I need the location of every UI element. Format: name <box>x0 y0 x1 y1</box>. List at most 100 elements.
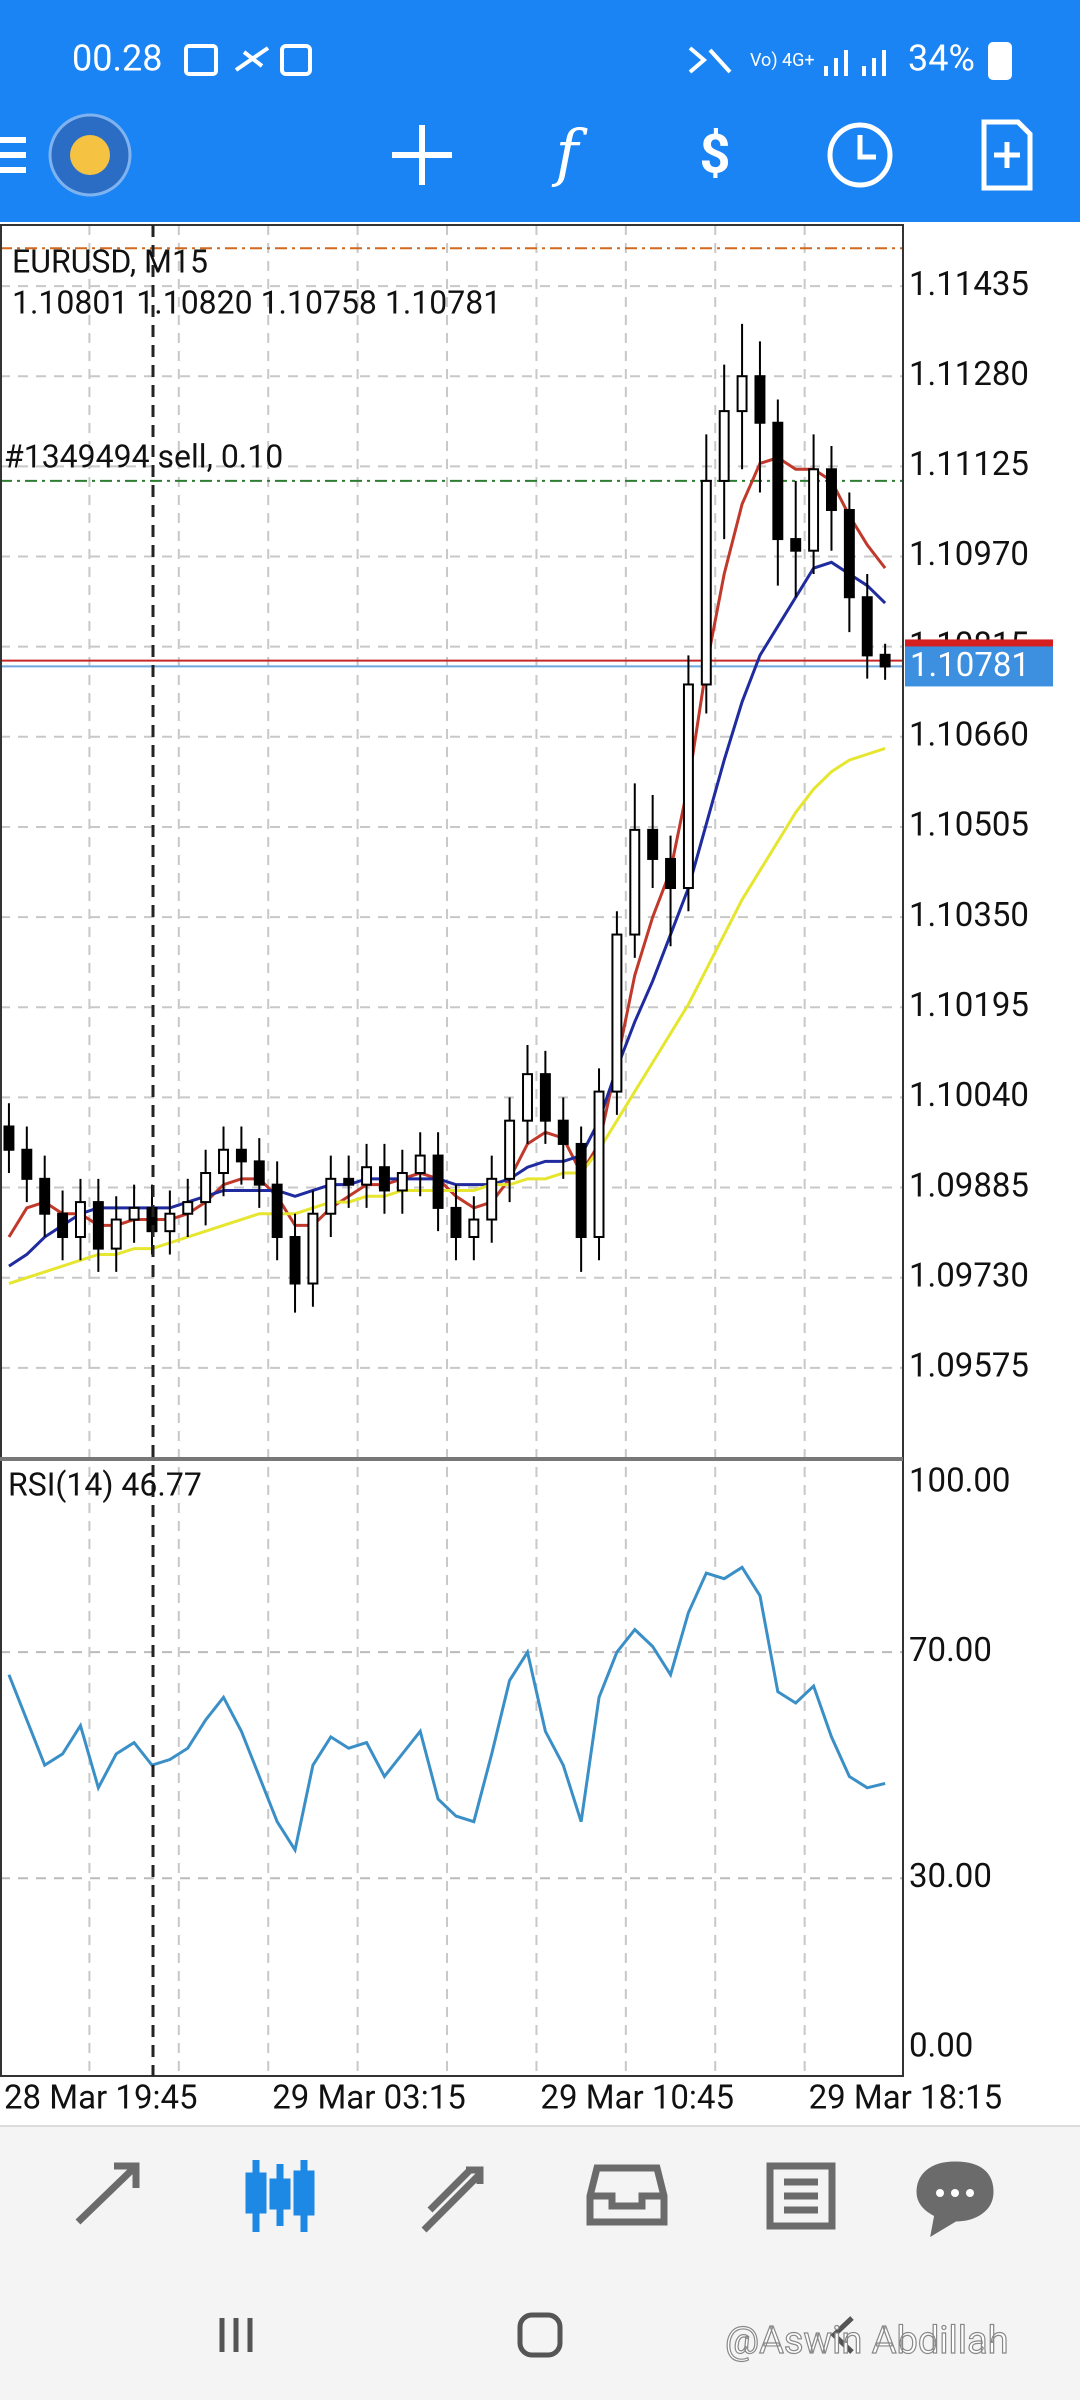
candle-body <box>57 1212 69 1238</box>
candle-body <box>3 1125 15 1151</box>
y-tick-label: 1.10040 <box>909 1076 1029 1115</box>
back-button[interactable] <box>830 2316 854 2354</box>
chart-tab[interactable] <box>245 2160 315 2232</box>
mt-logo-center <box>70 135 110 175</box>
news-tab[interactable] <box>766 2162 836 2230</box>
y-tick-label: 1.09885 <box>909 1166 1029 1205</box>
y-tick-label: 1.10350 <box>909 896 1029 935</box>
candle-body <box>378 1166 390 1192</box>
y-tick-label: 1.10660 <box>909 716 1029 755</box>
candle-body <box>182 1201 194 1215</box>
chat-dot <box>951 2189 959 2197</box>
trade-button[interactable]: $ <box>700 123 731 186</box>
status-icons <box>184 42 1012 80</box>
moving-average <box>8 747 886 1285</box>
candle-body <box>92 1201 104 1250</box>
order-label: #1349494 sell, 0.10 <box>4 437 283 475</box>
candle-body <box>289 1235 301 1285</box>
candle-body <box>593 1090 605 1238</box>
candle-body <box>39 1177 51 1215</box>
rsi-line <box>7 1565 886 1854</box>
symbol-title: EURUSD, M15 <box>12 242 208 280</box>
candle-body <box>218 1148 229 1175</box>
y-tick-label: 1.11435 <box>909 265 1029 304</box>
chat-dot <box>936 2189 944 2197</box>
rsi-title: RSI(14) 46.77 <box>8 1465 202 1503</box>
chart-area <box>0 222 1080 2126</box>
x-tick-label: 29 Mar 18:15 <box>809 2079 1003 2118</box>
candle-body <box>754 375 766 424</box>
app-header <box>0 0 1080 222</box>
bottom-nav <box>75 2160 994 2238</box>
candle-body <box>575 1142 587 1238</box>
candle-body <box>539 1073 551 1122</box>
crosshair-button[interactable] <box>392 125 452 185</box>
candle-body <box>128 1206 140 1221</box>
candle-body <box>468 1218 480 1238</box>
candle-body <box>808 468 820 552</box>
x-tick-label: 28 Mar 19:45 <box>4 2079 198 2118</box>
candle-body <box>164 1212 176 1233</box>
ohlc-text: 1.10801 1.10820 1.10758 1.10781 <box>12 283 501 321</box>
candle-body <box>450 1206 462 1238</box>
candle-body <box>826 468 837 511</box>
trade-tab[interactable] <box>421 2166 484 2233</box>
candle-body <box>271 1183 283 1238</box>
candle-body <box>718 410 730 482</box>
y-tick-label: 1.09575 <box>909 1347 1029 1386</box>
candle-body <box>486 1177 498 1221</box>
candle-body <box>343 1177 355 1186</box>
new-order-button[interactable] <box>981 119 1033 191</box>
toolbar: f $ <box>0 113 1033 197</box>
candle-body <box>396 1172 408 1192</box>
ask-marker <box>905 639 1053 649</box>
candle-body <box>843 508 855 599</box>
plot-border <box>0 224 904 2077</box>
candle-body <box>21 1148 33 1180</box>
home-button[interactable] <box>517 2312 563 2358</box>
candle-body <box>682 683 694 890</box>
candle-body <box>432 1154 444 1209</box>
watermark: @Aswin Abdillah <box>725 2319 1009 2363</box>
menu-button[interactable] <box>0 137 26 173</box>
quotes-tab[interactable] <box>75 2162 140 2225</box>
candle-body <box>414 1154 426 1175</box>
chat-tab[interactable] <box>916 2161 994 2238</box>
candle-body <box>253 1160 265 1186</box>
history-tab[interactable] <box>586 2164 668 2226</box>
candle-body <box>772 421 784 541</box>
candle-body <box>879 653 891 668</box>
candle-body <box>557 1119 569 1145</box>
status-battery: 34% <box>908 38 975 80</box>
x-tick-label: 29 Mar 03:15 <box>272 2079 466 2118</box>
candle-body <box>110 1218 122 1250</box>
status-time: 00.28 <box>72 38 162 80</box>
candle-body <box>736 375 748 413</box>
candle-body <box>522 1073 533 1122</box>
candle-body <box>647 828 659 860</box>
system-nav <box>219 2312 854 2358</box>
candle-body <box>790 538 802 552</box>
candle-body <box>307 1212 319 1285</box>
y-tick-label: 1.10195 <box>909 986 1029 1025</box>
status-net: Vo) 4G+ <box>750 50 815 71</box>
candle-body <box>361 1166 373 1186</box>
timeframe-button[interactable] <box>827 122 893 188</box>
y-tick-label: 1.11280 <box>909 355 1029 394</box>
candle-body <box>611 933 623 1093</box>
candle-body <box>700 479 712 686</box>
x-tick-label: 29 Mar 10:45 <box>540 2079 734 2118</box>
chat-dot <box>966 2189 974 2197</box>
candle-body <box>200 1172 212 1204</box>
y-tick-label: 1.10505 <box>909 806 1029 845</box>
bid-box <box>905 646 1053 687</box>
candle-body <box>504 1119 516 1180</box>
candle-body <box>235 1148 247 1163</box>
rsi-tick-label: 100.00 <box>909 1461 1010 1500</box>
recents-button[interactable] <box>219 2318 253 2352</box>
rsi-tick-label: 30.00 <box>909 1857 992 1896</box>
candle-body <box>629 828 641 936</box>
candle-body <box>665 857 677 890</box>
candle-body <box>325 1177 337 1215</box>
